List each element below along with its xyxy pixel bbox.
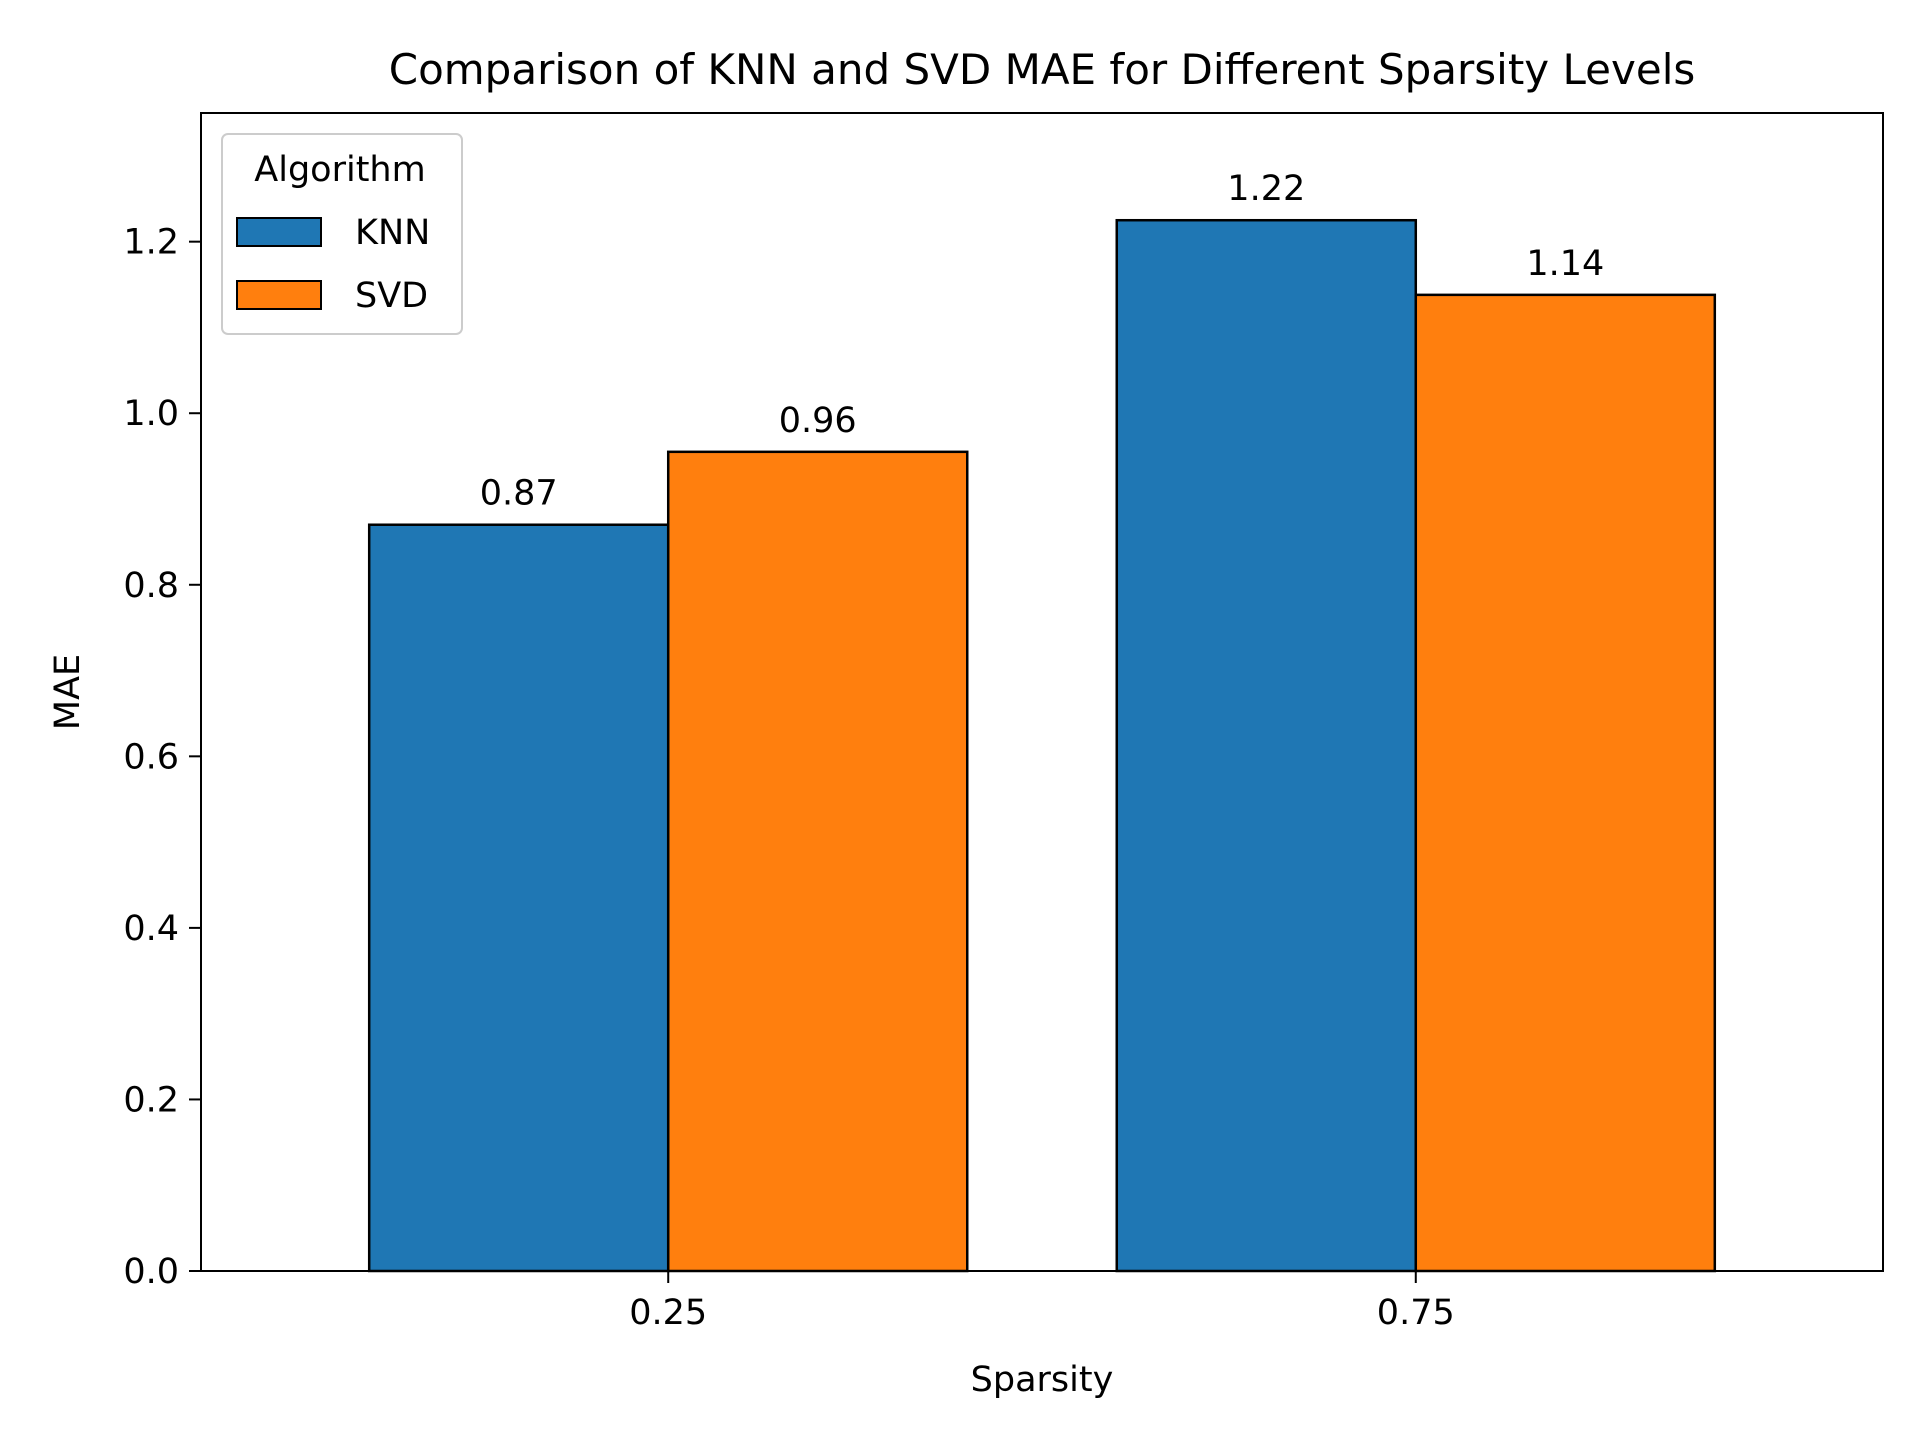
bar-value-label: 1.14 xyxy=(1526,244,1604,284)
y-tick-label: 0.2 xyxy=(123,1080,179,1120)
bar-svd-0_75 xyxy=(1414,293,1717,1273)
y-tick-label: 0.6 xyxy=(123,737,179,777)
y-tick-label: 0.0 xyxy=(123,1252,179,1292)
y-tick-label: 1.0 xyxy=(123,394,179,434)
chart-title: Comparison of KNN and SVD MAE for Differ… xyxy=(389,45,1696,94)
y-tick-label: 1.2 xyxy=(123,223,179,263)
y-axis-label: MAE xyxy=(48,654,88,730)
legend-swatch-svd xyxy=(236,280,322,310)
plot-frame xyxy=(200,112,1884,1272)
bar-labels-layer: 0.87 1.22 0.96 1.14 xyxy=(480,169,1605,514)
x-axis: 0.25 0.75 xyxy=(629,1271,1455,1333)
y-axis: 0.0 0.2 0.4 0.6 0.8 1.0 1.2 xyxy=(123,223,201,1292)
bar-knn-0_25 xyxy=(367,523,670,1273)
bar-value-label: 0.87 xyxy=(480,474,558,514)
y-tick-label: 0.4 xyxy=(123,909,179,949)
bar-value-label: 0.96 xyxy=(779,401,857,441)
legend-label-knn: KNN xyxy=(355,213,430,253)
legend-label-svd: SVD xyxy=(355,276,428,316)
legend-title: Algorithm xyxy=(254,150,425,190)
x-tick-label: 0.75 xyxy=(1377,1293,1455,1333)
bar-value-label: 1.22 xyxy=(1227,169,1305,209)
bars-layer xyxy=(367,218,1717,1273)
bar-svd-0_25 xyxy=(666,450,969,1273)
x-axis-label: Sparsity xyxy=(971,1360,1114,1400)
bar-knn-0_75 xyxy=(1115,218,1418,1273)
legend: Algorithm KNN SVD xyxy=(221,133,463,335)
legend-swatch-knn xyxy=(236,217,322,247)
y-tick-label: 0.8 xyxy=(123,566,179,606)
x-tick-label: 0.25 xyxy=(629,1293,707,1333)
